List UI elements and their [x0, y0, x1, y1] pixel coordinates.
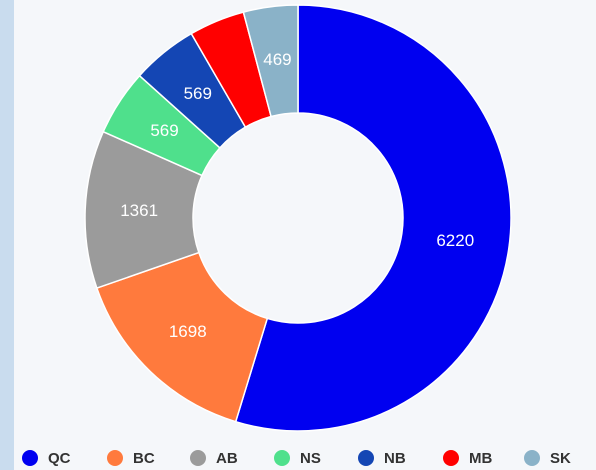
data-label: 569 — [150, 121, 178, 140]
legend-marker — [274, 450, 290, 466]
legend-label: NS — [300, 450, 321, 467]
legend-label: SK — [550, 450, 571, 467]
legend-marker — [358, 450, 374, 466]
legend-label: QC — [48, 450, 71, 467]
data-label: 6220 — [436, 231, 474, 250]
data-label: 1361 — [120, 201, 158, 220]
legend-marker — [190, 450, 206, 466]
legend-marker — [443, 450, 459, 466]
slice — [234, 4, 512, 432]
data-label: 569 — [184, 84, 212, 103]
legend-label: MB — [469, 450, 492, 467]
legend-label: BC — [133, 450, 155, 467]
data-label: 469 — [263, 50, 291, 69]
slice — [242, 4, 299, 118]
legend-label: NB — [384, 450, 406, 467]
legend-marker — [22, 450, 38, 466]
map-strip — [0, 0, 14, 470]
legend-marker — [107, 450, 123, 466]
legend-marker — [524, 450, 540, 466]
slice — [95, 251, 269, 423]
legend-label: AB — [216, 450, 238, 467]
data-label: 1698 — [169, 322, 207, 341]
